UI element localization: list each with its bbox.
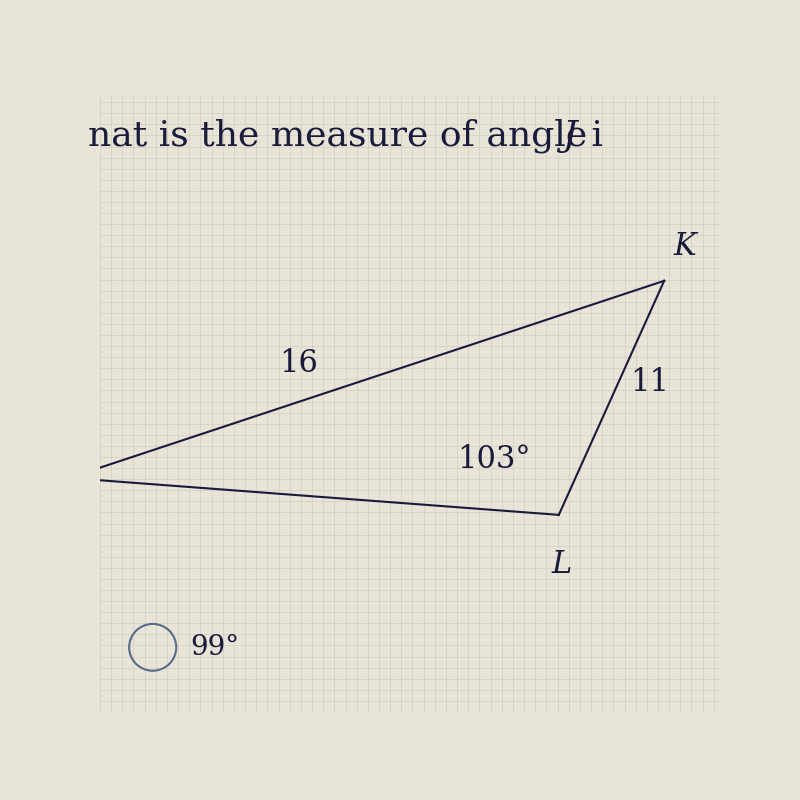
Text: L: L: [552, 549, 572, 580]
Text: 16: 16: [279, 349, 318, 379]
Text: nat is the measure of angle: nat is the measure of angle: [88, 118, 598, 154]
Text: i: i: [581, 119, 603, 153]
Text: 103°: 103°: [457, 444, 530, 475]
Text: J: J: [562, 119, 576, 153]
Text: K: K: [674, 231, 696, 262]
Text: 99°: 99°: [190, 634, 239, 661]
Text: 11: 11: [630, 367, 669, 398]
